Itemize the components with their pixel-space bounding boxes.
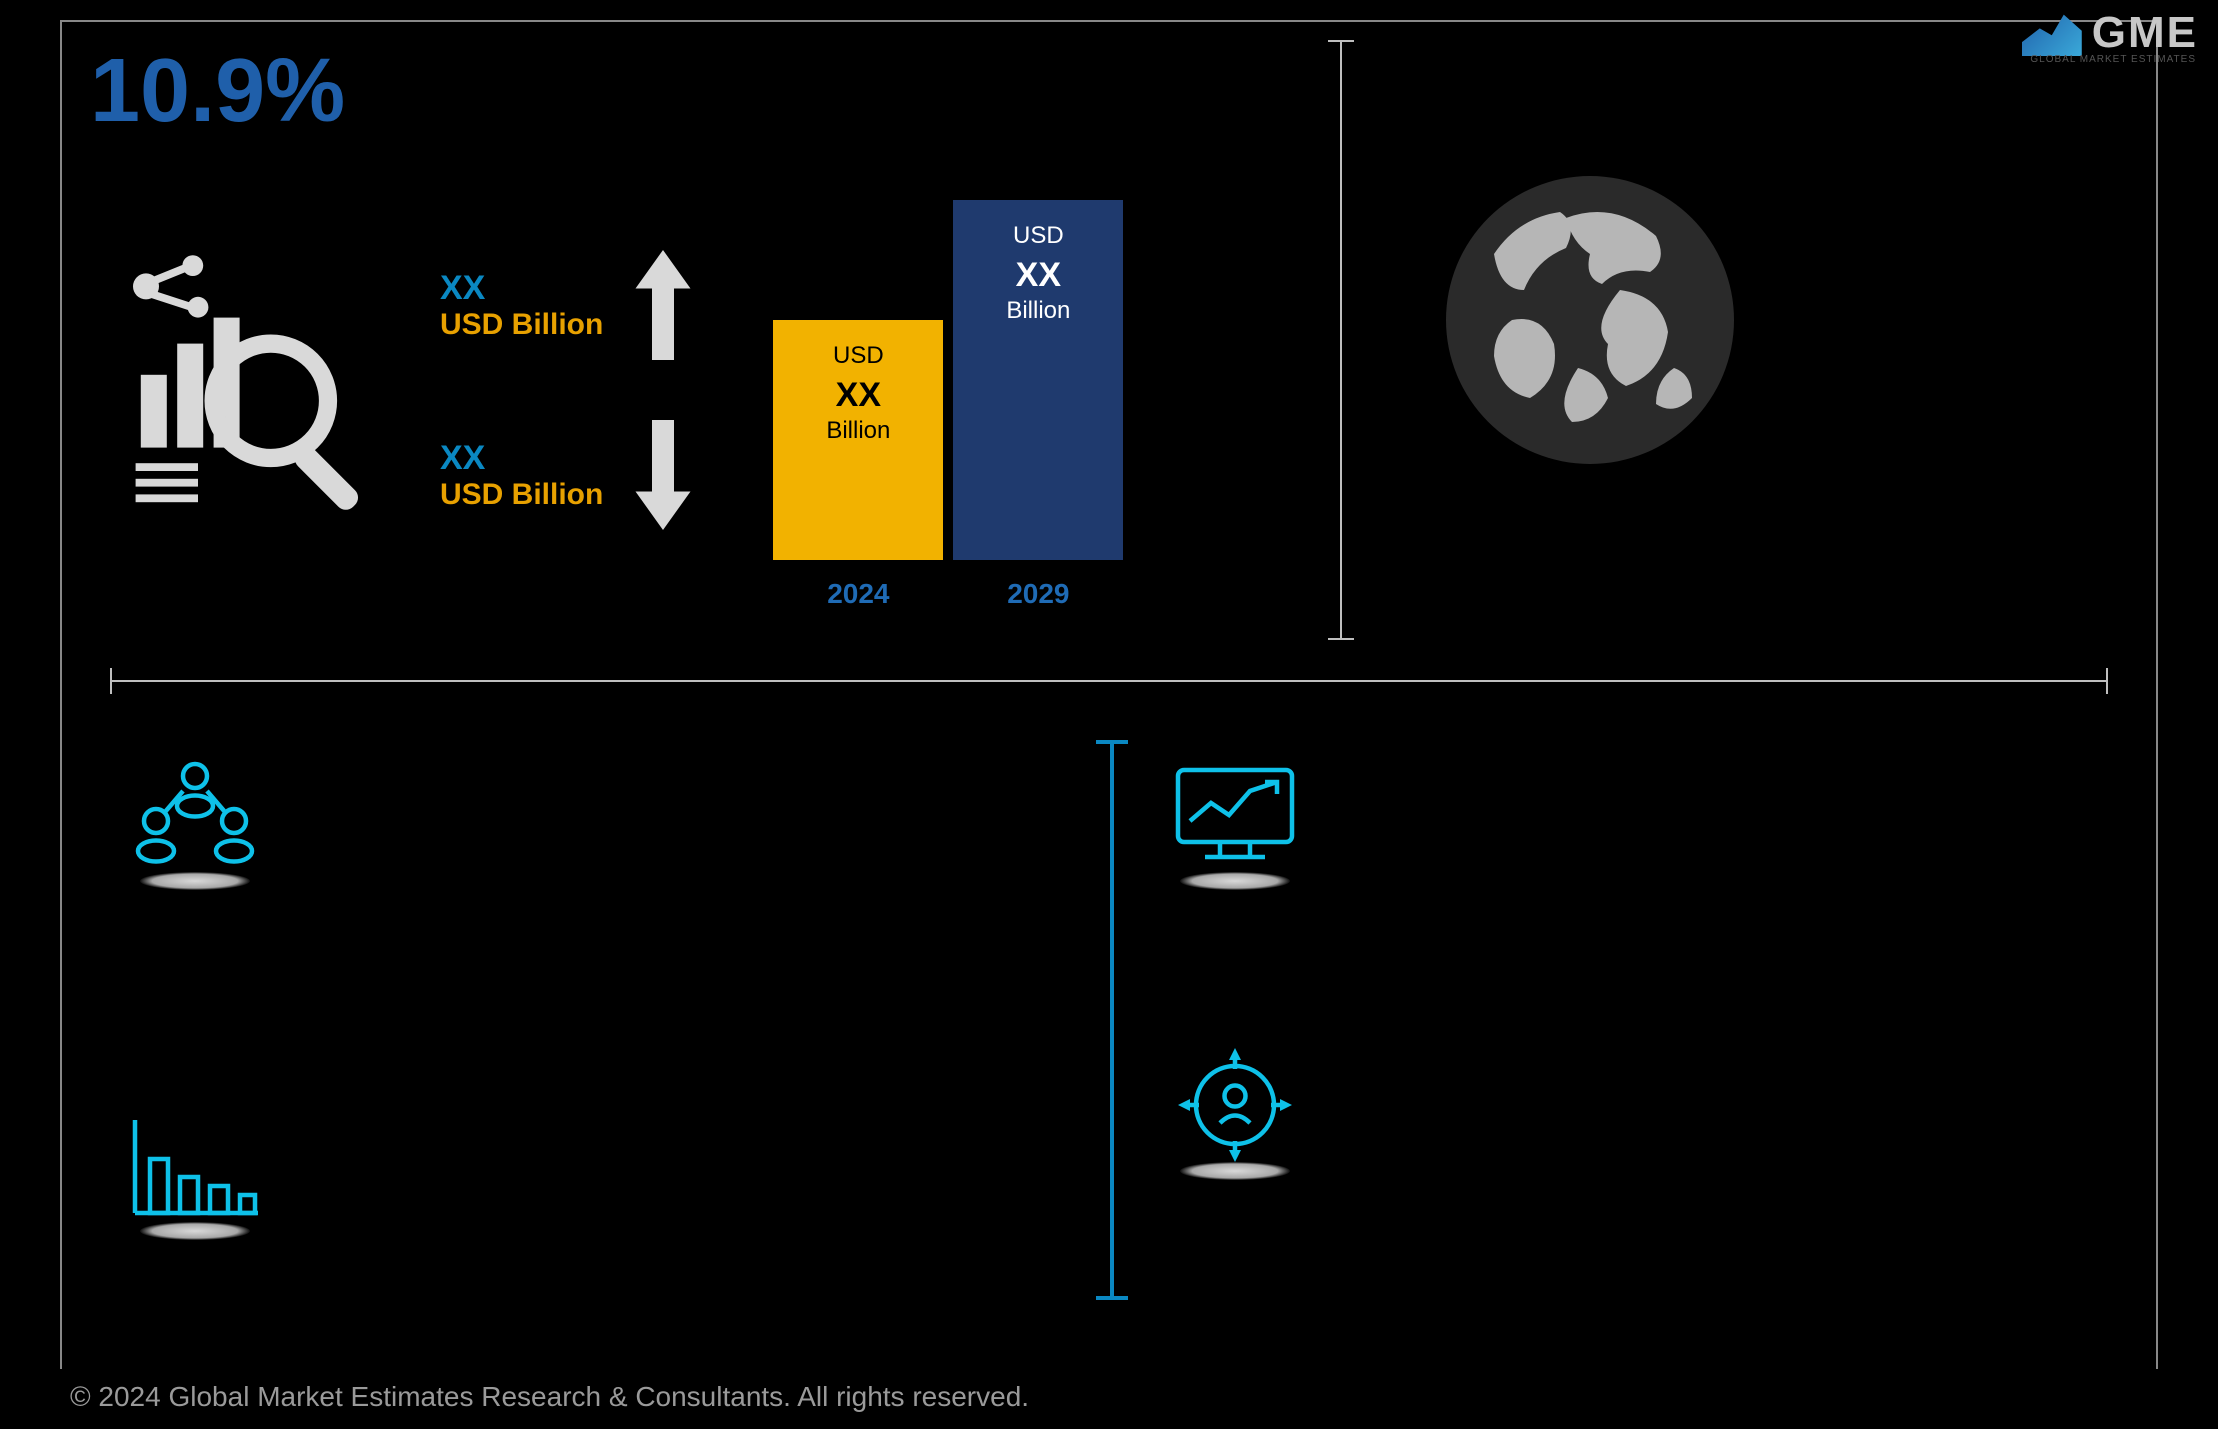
arrow-up-value: XX bbox=[440, 269, 603, 308]
divider-top-vertical bbox=[1340, 40, 1342, 640]
arrow-down-unit: USD Billion bbox=[440, 478, 603, 512]
globe-icon bbox=[1440, 170, 1740, 470]
bar-2029-value: XX bbox=[1016, 256, 1061, 295]
xaxis-label-2029: 2029 bbox=[953, 578, 1123, 610]
arrow-up-unit: USD Billion bbox=[440, 308, 603, 342]
bar-2024-currency: USD bbox=[833, 342, 884, 370]
arrow-up-row: XX USD Billion bbox=[440, 250, 693, 360]
divider-horizontal bbox=[110, 680, 2108, 682]
gme-logo-mark bbox=[2022, 10, 2082, 56]
top-section: XX USD Billion XX USD Billion USD XX Bil… bbox=[120, 220, 2098, 640]
monitor-trend-icon bbox=[1160, 750, 1310, 880]
bar-2029-unit: Billion bbox=[1006, 297, 1070, 325]
bar-2024-unit: Billion bbox=[826, 417, 890, 445]
arrow-up-icon bbox=[633, 250, 693, 360]
cagr-value: 10.9% bbox=[90, 40, 345, 143]
bar-chart-icon bbox=[120, 1100, 270, 1230]
gme-logo-subtext: GLOBAL MARKET ESTIMATES bbox=[2030, 54, 2196, 65]
analytics-icon bbox=[120, 250, 380, 510]
market-size-arrows: XX USD Billion XX USD Billion bbox=[440, 250, 693, 530]
gme-logo-text: GME bbox=[2092, 8, 2198, 58]
lower-section bbox=[120, 740, 2098, 1349]
bar-2024: USD XX Billion bbox=[773, 320, 943, 560]
target-person-icon bbox=[1160, 1040, 1310, 1170]
xaxis-label-2024: 2024 bbox=[773, 578, 943, 610]
divider-mid-vertical bbox=[1110, 740, 1114, 1300]
people-network-icon bbox=[120, 750, 270, 880]
arrow-down-icon bbox=[633, 420, 693, 530]
gme-logo: GME bbox=[2022, 8, 2198, 58]
bar-2029-currency: USD bbox=[1013, 222, 1064, 250]
copyright-text: © 2024 Global Market Estimates Research … bbox=[70, 1381, 1029, 1413]
arrow-down-value: XX bbox=[440, 439, 603, 478]
market-bar-chart: USD XX Billion USD XX Billion 2024 2029 bbox=[773, 220, 1133, 620]
bar-2024-value: XX bbox=[836, 376, 881, 415]
bar-2029: USD XX Billion bbox=[953, 200, 1123, 560]
arrow-down-row: XX USD Billion bbox=[440, 420, 693, 530]
